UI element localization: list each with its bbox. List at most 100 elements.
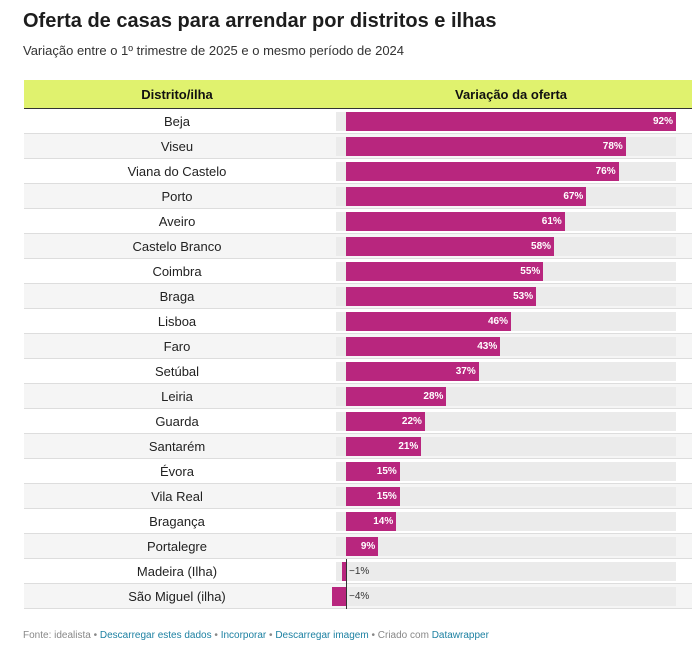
table-row: Beja 92% — [24, 109, 692, 134]
footer-separator: • — [269, 630, 276, 641]
bar — [346, 136, 626, 156]
bar-cell: 21% — [330, 436, 692, 456]
bar-value-label: 46% — [487, 315, 508, 327]
bar — [346, 336, 501, 356]
district-name: Coimbra — [152, 263, 202, 279]
table-row: Viseu 78% — [24, 134, 692, 159]
district-name: Setúbal — [154, 363, 200, 379]
bar-value-label: 58% — [531, 240, 552, 252]
footer-separator: • — [214, 630, 221, 641]
bar — [346, 536, 379, 556]
district-name: Évora — [160, 463, 194, 479]
bar-track — [336, 561, 676, 581]
table-row: Madeira (Ilha) −1% — [24, 558, 692, 584]
bar-cell: 53% — [330, 286, 692, 306]
district-name: Bragança — [149, 513, 205, 529]
bar-cell: 55% — [330, 261, 692, 281]
table-row: Santarém 21% — [24, 434, 692, 459]
district-name: Vila Real — [151, 488, 203, 504]
bar — [346, 511, 397, 531]
table-body: Beja 92% Viseu 78% Viana do Castelo 76% Porto 6… — [24, 109, 692, 609]
district-name: Viana do Castelo — [127, 163, 227, 179]
table-header: Distrito/ilha Variação da oferta — [24, 80, 692, 109]
table-row: São Miguel (ilha) −4% — [24, 583, 692, 609]
table-row: Porto 67% — [24, 184, 692, 209]
bar-value-label: 76% — [595, 165, 616, 177]
credit-text: Criado com — [377, 630, 429, 641]
bar-cell: 15% — [330, 461, 692, 481]
bar — [346, 261, 544, 281]
table-row: Braga 53% — [24, 284, 692, 309]
bar — [346, 411, 425, 431]
bar — [346, 386, 447, 406]
bar-track — [336, 586, 676, 606]
bar — [346, 161, 619, 181]
district-name: Viseu — [160, 138, 194, 154]
bar-cell: 37% — [330, 361, 692, 381]
bar-value-label: 15% — [376, 465, 397, 477]
bar-cell: 67% — [330, 186, 692, 206]
bar-value-label: 53% — [513, 290, 534, 302]
district-name: Beja — [163, 113, 191, 129]
bar-cell: 46% — [330, 311, 692, 331]
bar-cell: 9% — [330, 536, 692, 556]
bar-value-label: 22% — [401, 415, 422, 427]
bar-cell: 76% — [330, 161, 692, 181]
datawrapper-link[interactable]: Datawrapper — [431, 630, 489, 641]
column-header-district: Distrito/ilha — [141, 86, 213, 102]
bar-cell: 14% — [330, 511, 692, 531]
bar — [346, 461, 400, 481]
bar-cell: −1% — [330, 558, 692, 584]
data-table: Distrito/ilha Variação da oferta Beja 92%… — [24, 80, 692, 609]
zero-line — [346, 558, 347, 584]
bar — [331, 586, 346, 606]
bar — [346, 111, 676, 131]
zero-line — [346, 583, 347, 609]
table-row: Bragança 14% — [24, 509, 692, 534]
table-row: Leiria 28% — [24, 384, 692, 409]
bar-value-label: 28% — [423, 390, 444, 402]
bar — [346, 211, 565, 231]
district-name: Portalegre — [147, 538, 207, 554]
bar-cell: 78% — [330, 136, 692, 156]
table-row: Castelo Branco 58% — [24, 234, 692, 259]
district-name: Porto — [161, 188, 193, 204]
bar-value-label: 37% — [455, 365, 476, 377]
bar-cell: 61% — [330, 211, 692, 231]
download-image-link[interactable]: Descarregar imagem — [275, 630, 369, 641]
district-name: Santarém — [148, 438, 206, 454]
bar-value-label: 43% — [477, 340, 498, 352]
table-row: Portalegre 9% — [24, 534, 692, 559]
table-row: Guarda 22% — [24, 409, 692, 434]
table-row: Aveiro 61% — [24, 209, 692, 234]
chart-subtitle: Variação entre o 1º trimestre de 2025 e … — [23, 43, 405, 58]
table-row: Viana do Castelo 76% — [24, 159, 692, 184]
footer-separator: • — [93, 630, 100, 641]
bar-value-label: 67% — [563, 190, 584, 202]
table-row: Évora 15% — [24, 459, 692, 484]
bar-value-label: 14% — [373, 515, 394, 527]
bar-cell: 58% — [330, 236, 692, 256]
bar — [346, 186, 587, 206]
bar — [346, 486, 400, 506]
district-name: Aveiro — [158, 213, 196, 229]
district-name: Braga — [159, 288, 195, 304]
download-data-link[interactable]: Descarregar estes dados — [99, 630, 212, 641]
bar-value-label: 92% — [652, 115, 673, 127]
district-name: Madeira (Ilha) — [136, 563, 218, 579]
bar-track — [336, 486, 676, 506]
embed-link[interactable]: Incorporar — [220, 630, 267, 641]
bar-value-label: −1% — [349, 565, 370, 577]
bar-cell: −4% — [330, 583, 692, 609]
bar-value-label: 78% — [602, 140, 623, 152]
bar — [346, 361, 479, 381]
bar — [342, 561, 346, 581]
district-name: São Miguel (ilha) — [128, 588, 226, 604]
district-name: Leiria — [161, 388, 193, 404]
source-note: Fonte: idealista — [23, 630, 91, 641]
bar-value-label: 21% — [398, 440, 419, 452]
district-name: Lisboa — [157, 313, 197, 329]
bar-cell: 43% — [330, 336, 692, 356]
bar-cell: 28% — [330, 386, 692, 406]
district-name: Guarda — [155, 413, 199, 429]
